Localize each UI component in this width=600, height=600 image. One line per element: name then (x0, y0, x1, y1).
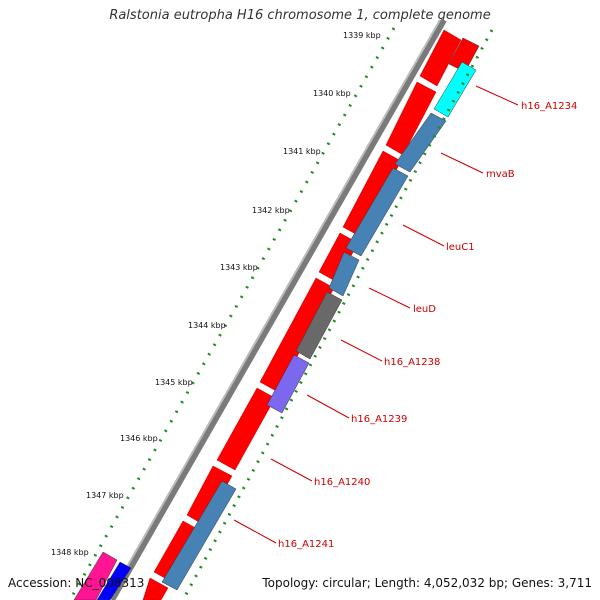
leader-line (306, 394, 350, 419)
gene-arrow-forward[interactable] (216, 387, 276, 471)
gene-label[interactable]: leuD (413, 304, 436, 315)
reverse-strand (161, 37, 480, 591)
tick-label: 1347 kbp (86, 491, 124, 500)
gene-leuC1[interactable] (345, 167, 409, 257)
gene-h16-A1241[interactable] (161, 480, 237, 591)
ruler-track (68, 27, 396, 600)
leader-line (402, 224, 445, 247)
gene-label[interactable]: h16_A1238 (384, 357, 440, 368)
forward-strand (142, 29, 462, 600)
tick-label: 1348 kbp (51, 548, 89, 557)
tick-label: 1341 kbp (283, 147, 321, 156)
gene-label[interactable]: h16_A1241 (278, 539, 334, 550)
gene-h16-A1234-cyan[interactable] (433, 61, 477, 118)
topology-text: Topology: circular; Length: 4,052,032 bp… (262, 576, 592, 590)
tick-label: 1346 kbp (120, 434, 158, 443)
gene-label-group: h16_A1234 mvaB leuC1 leuD h16_A1238 h16_… (278, 101, 577, 550)
gene-label[interactable]: h16_A1240 (314, 477, 370, 488)
gene-label[interactable]: leuC1 (446, 242, 475, 253)
tick-label: 1345 kbp (155, 378, 193, 387)
ruler-labels: 1339 kbp 1340 kbp 1341 kbp 1342 kbp 1343… (51, 31, 381, 557)
leader-line (368, 287, 411, 309)
tick-label: 1342 kbp (252, 206, 290, 215)
leader-line (233, 519, 277, 544)
gene-arrow-forward[interactable] (419, 29, 462, 87)
tick-label: 1344 kbp (188, 321, 226, 330)
gene-label[interactable]: h16_A1234 (521, 101, 577, 112)
accession-text: Accession: NC_008313 (8, 576, 145, 590)
leader-line (340, 339, 383, 362)
tick-label: 1343 kbp (220, 263, 258, 272)
leader-line (270, 458, 313, 482)
gene-label[interactable]: mvaB (486, 169, 515, 180)
leader-line (475, 85, 519, 106)
leader-line (440, 152, 484, 174)
backbone-ring (109, 18, 447, 600)
gene-leuD[interactable] (328, 251, 360, 297)
left-genes (73, 551, 132, 600)
map-title: Ralstonia eutropha H16 chromosome 1, com… (109, 8, 491, 23)
inner-ruler-track (181, 29, 494, 600)
gene-mvaB[interactable] (394, 112, 447, 173)
tick-label: 1339 kbp (343, 31, 381, 40)
gene-arrow-forward[interactable] (142, 577, 169, 600)
leader-lines (233, 85, 519, 544)
gene-h16-A1238[interactable] (295, 291, 343, 360)
tick-label: 1340 kbp (313, 89, 351, 98)
gene-label[interactable]: h16_A1239 (351, 414, 407, 425)
backbone-highlight (107, 19, 441, 600)
gene-blue[interactable] (96, 561, 132, 600)
gene-magenta[interactable] (73, 551, 118, 600)
gene-h16-A1239[interactable] (266, 354, 310, 414)
